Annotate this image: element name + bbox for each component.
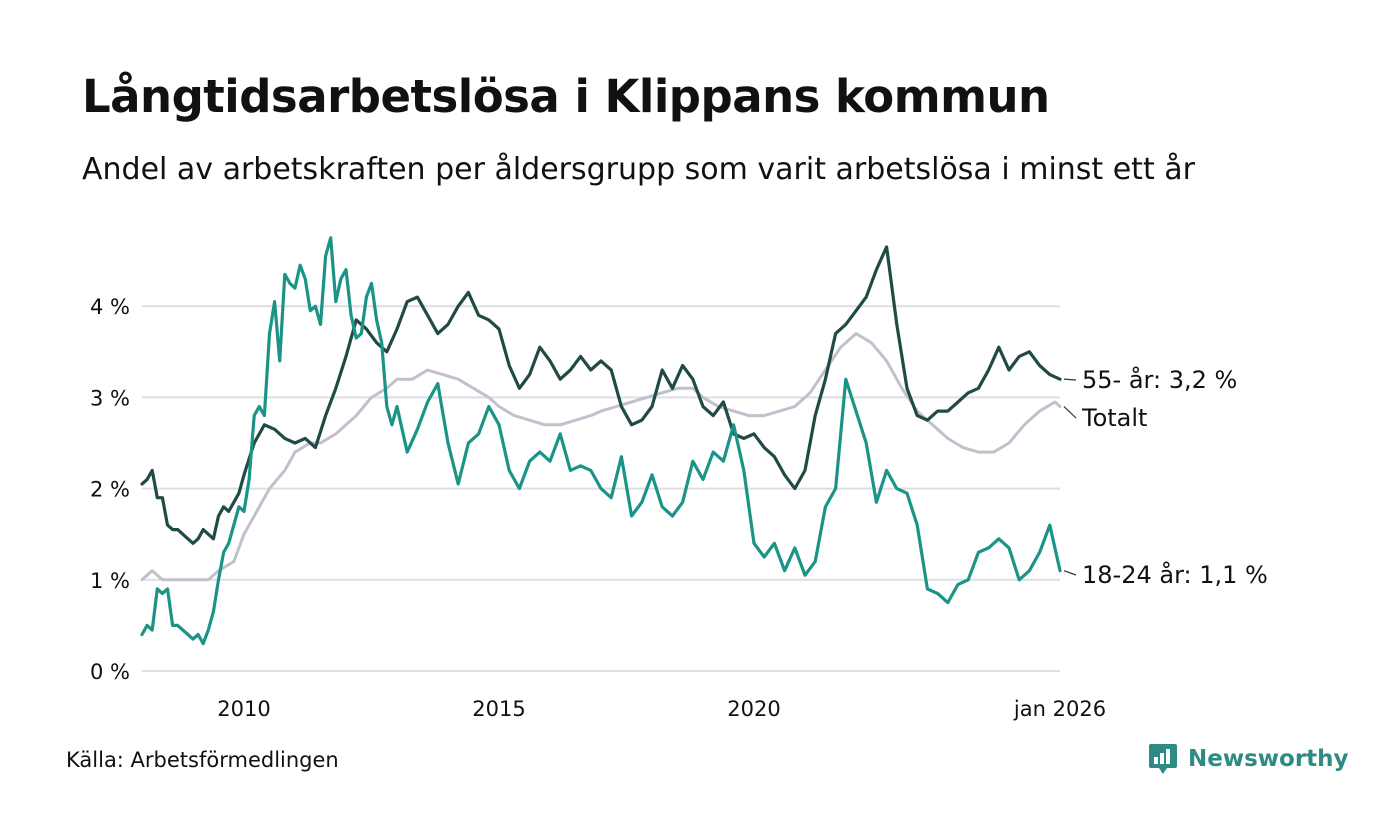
x-tick-label: 2015 xyxy=(472,697,525,721)
end-label-total: Totalt xyxy=(1081,404,1147,432)
y-tick-label: 2 % xyxy=(90,478,130,502)
chart-title: Långtidsarbetslösa i Klippans kommun xyxy=(82,70,1050,123)
brand-logo: Newsworthy xyxy=(1148,742,1349,776)
y-tick-label: 3 % xyxy=(90,386,130,410)
series-lines xyxy=(140,236,1062,646)
chart-subtitle: Andel av arbetskraften per åldersgrupp s… xyxy=(82,152,1195,187)
x-tick-label: 2010 xyxy=(217,697,270,721)
x-tick-label: 2020 xyxy=(727,697,780,721)
brand-name: Newsworthy xyxy=(1188,746,1349,772)
series-line-young xyxy=(140,236,1062,646)
end-label-young: 18-24 år: 1,1 % xyxy=(1082,560,1268,589)
end-label-connector xyxy=(1063,406,1077,419)
end-label-connector xyxy=(1063,378,1077,381)
end-labels: Totalt 55- år: 3,2 % 18-24 år: 1,1 % xyxy=(1063,365,1268,589)
series-line-total xyxy=(140,332,1062,582)
y-tick-label: 1 % xyxy=(90,569,130,593)
y-tick-label: 4 % xyxy=(90,295,130,319)
source-note: Källa: Arbetsförmedlingen xyxy=(66,748,339,772)
end-label-connector xyxy=(1063,570,1077,576)
axis-labels: 0 % 1 % 2 % 3 % 4 % 2010 2015 2020 jan 2026 xyxy=(90,295,1106,721)
y-tick-label: 0 % xyxy=(90,660,130,684)
end-label-older: 55- år: 3,2 % xyxy=(1082,365,1237,394)
newsworthy-logo-icon xyxy=(1149,744,1177,774)
x-tick-label: jan 2026 xyxy=(1013,697,1106,721)
series-line-older xyxy=(140,245,1062,545)
